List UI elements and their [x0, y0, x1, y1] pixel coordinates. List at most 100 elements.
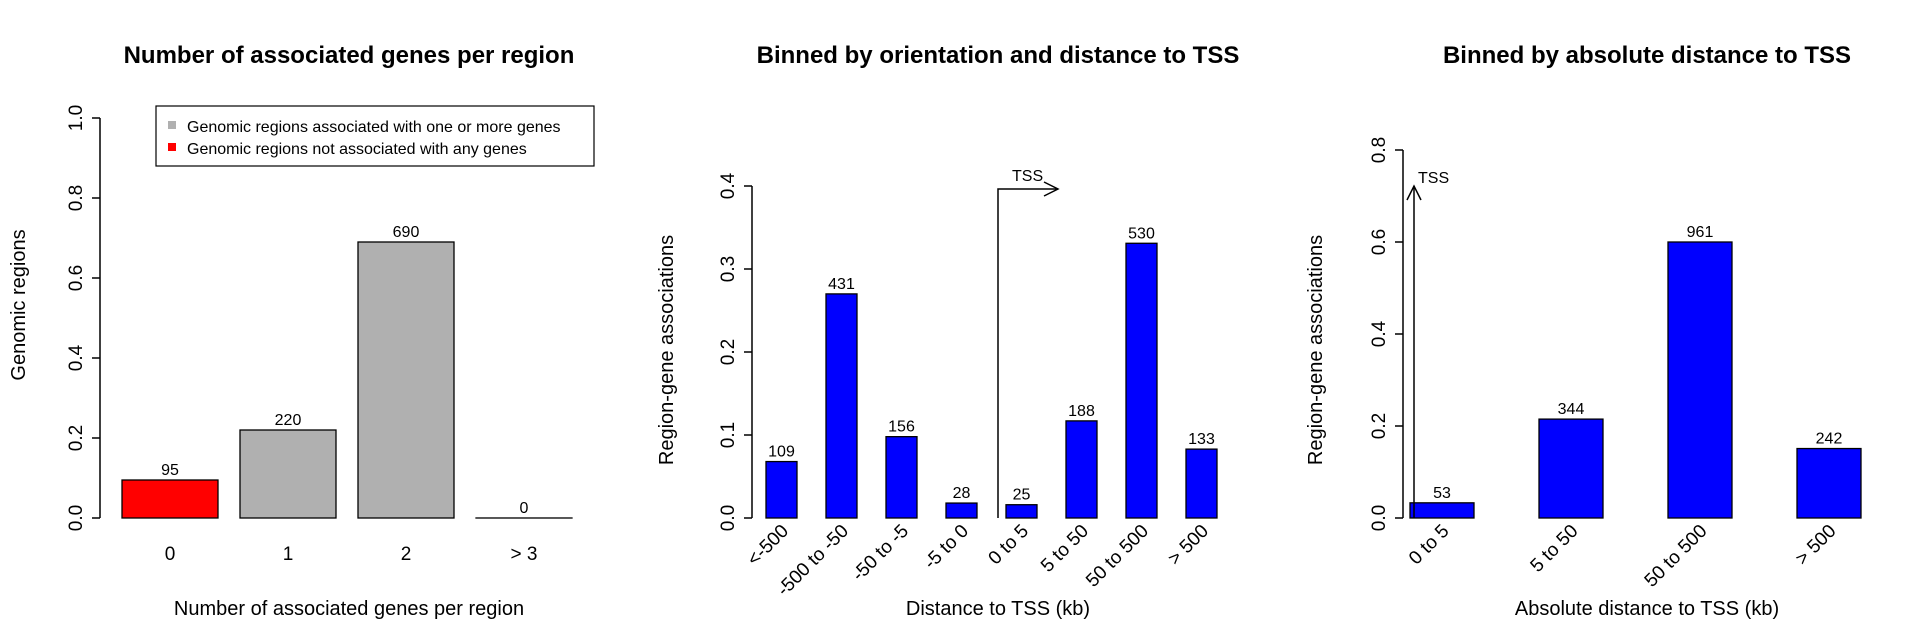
data-label-2-500: 109	[768, 444, 795, 461]
data-label-2-0-to-5: 25	[1013, 487, 1031, 504]
chart-title-2: Binned by orientation and distance to TS…	[757, 42, 1240, 69]
y-tick-label-1-2: 0.4	[66, 344, 87, 371]
x-tick-label-3-5-to-50: 5 to 50	[1527, 521, 1583, 577]
x-tick-label-2-50-to-5: -50 to -5	[848, 521, 913, 586]
bar-2-5-to-50	[1065, 420, 1098, 519]
y-tick-label-1-4: 0.8	[66, 185, 87, 211]
y-tick-label-1-5: 1.0	[66, 105, 87, 131]
y-tick-label-2-2: 0.2	[718, 339, 739, 365]
bar-2-500	[1185, 448, 1218, 519]
bar-1-0	[121, 479, 219, 519]
data-label-3-500: 242	[1816, 431, 1843, 448]
x-tick-label-1-3: > 3	[511, 544, 538, 565]
x-axis-label-1: Number of associated genes per region	[174, 598, 524, 620]
y-tick-label-2-3: 0.3	[718, 256, 739, 282]
y-axis-label-3: Region-gene associations	[1305, 235, 1327, 465]
bar-2-50-to-5	[885, 436, 918, 519]
legend-entry-not-associated: Genomic regions not associated with any …	[187, 141, 527, 158]
bar-2-500-to-50	[825, 293, 858, 519]
bar-3-0-to-5	[1409, 502, 1475, 519]
bar-1-1	[239, 429, 337, 519]
chart-title-1: Number of associated genes per region	[124, 42, 575, 69]
panel-absolute-distance: Binned by absolute distance to TSS Regio…	[1305, 42, 1862, 620]
y-tick-label-1-1: 0.2	[66, 425, 87, 451]
y-tick-label-2-1: 0.1	[718, 422, 739, 448]
data-label-2-500-to-50: 431	[828, 276, 855, 293]
legend-swatch-associated	[168, 121, 176, 129]
data-labels-3: 53 344 961 242	[1433, 224, 1842, 502]
x-tick-label-2-50-to-500: 50 to 500	[1082, 521, 1153, 592]
y-tick-label-3-3: 0.6	[1369, 229, 1390, 255]
y-ticks-3: 0.0 0.2 0.4 0.6 0.8	[1369, 137, 1403, 531]
data-labels-2: 109 431 156 28 25 188 530 133	[768, 225, 1215, 503]
x-tick-label-1-1: 1	[283, 544, 294, 565]
panel-genes-per-region: Number of associated genes per region Ge…	[8, 42, 595, 620]
bars-3	[1409, 241, 1862, 519]
bar-1-2	[357, 241, 455, 519]
data-label-1-0: 95	[161, 462, 179, 479]
data-label-2-5-to-50: 188	[1068, 403, 1095, 420]
y-tick-label-1-3: 0.6	[66, 265, 87, 291]
x-tick-labels-3: 0 to 5 5 to 50 50 to 500 > 500	[1405, 521, 1840, 592]
bar-2-0-to-5	[1005, 504, 1038, 519]
x-tick-label-1-0: 0	[165, 544, 176, 565]
y-ticks-1: 0.0 0.2 0.4 0.6 0.8 1.0	[66, 105, 100, 531]
legend-entry-associated: Genomic regions associated with one or m…	[187, 119, 561, 136]
bar-2-50-to-500	[1125, 242, 1158, 519]
x-tick-label-1-2: 2	[401, 544, 412, 565]
legend-swatch-not-associated	[168, 143, 176, 151]
chart-title-3: Binned by absolute distance to TSS	[1443, 42, 1851, 69]
data-labels-1: 95 220 690 0	[161, 224, 528, 517]
tss-label-3: TSS	[1418, 170, 1449, 187]
y-ticks-2: 0.0 0.1 0.2 0.3 0.4	[718, 172, 752, 531]
data-label-3-5-to-50: 344	[1558, 401, 1585, 418]
bar-3-5-to-50	[1538, 418, 1604, 519]
data-label-1-3: 0	[520, 500, 529, 517]
x-tick-label-2-0-to-5: 0 to 5	[985, 521, 1033, 569]
x-tick-label-2-500: <-500	[743, 521, 793, 571]
bars-2	[765, 242, 1218, 519]
y-axis-label-1: Genomic regions	[8, 229, 30, 380]
tss-label-2: TSS	[1012, 168, 1043, 185]
tss-marker-2: TSS	[997, 168, 1060, 518]
tss-arrow-head-2	[1043, 181, 1060, 197]
data-label-1-1: 220	[275, 412, 302, 429]
bar-2-5-to-0	[945, 502, 978, 519]
y-tick-label-3-2: 0.4	[1369, 320, 1390, 347]
y-tick-label-2-0: 0.0	[718, 505, 739, 531]
y-tick-label-2-4: 0.4	[718, 172, 739, 199]
data-label-1-2: 690	[393, 224, 420, 241]
x-tick-label-3-500: > 500	[1792, 521, 1841, 570]
data-label-2-500: 133	[1188, 431, 1215, 448]
x-tick-label-2-5-to-0: -5 to 0	[920, 521, 973, 574]
y-tick-label-3-1: 0.2	[1369, 413, 1390, 439]
x-tick-label-2-500: > 500	[1164, 521, 1213, 570]
y-axis-label-2: Region-gene associations	[656, 235, 678, 465]
data-label-3-0-to-5: 53	[1433, 485, 1451, 502]
x-axis-label-3: Absolute distance to TSS (kb)	[1515, 598, 1779, 620]
tss-marker-3: TSS	[1406, 170, 1449, 518]
data-label-2-5-to-0: 28	[953, 485, 971, 502]
bar-2-500	[765, 460, 798, 519]
data-label-2-50-to-500: 530	[1128, 225, 1155, 242]
data-label-2-50-to-5: 156	[888, 419, 915, 436]
y-tick-label-3-4: 0.8	[1369, 137, 1390, 163]
x-tick-label-3-0-to-5: 0 to 5	[1405, 521, 1453, 569]
y-tick-label-3-0: 0.0	[1369, 505, 1390, 531]
legend-box	[155, 105, 595, 167]
y-tick-label-1-0: 0.0	[66, 505, 87, 531]
x-axis-label-2: Distance to TSS (kb)	[906, 598, 1090, 620]
data-label-3-50-to-500: 961	[1687, 224, 1714, 241]
tss-arrow-line-2	[997, 188, 1058, 518]
x-tick-label-3-50-to-500: 50 to 500	[1641, 521, 1712, 592]
panel-orientation-distance: Binned by orientation and distance to TS…	[656, 42, 1239, 620]
bar-3-500	[1796, 447, 1862, 519]
tss-arrow-head-3	[1406, 184, 1422, 201]
x-tick-label-2-5-to-50: 5 to 50	[1037, 521, 1093, 577]
bar-3-50-to-500	[1667, 241, 1733, 519]
x-tick-labels-1: 0 1 2 > 3	[165, 544, 538, 565]
legend: Genomic regions associated with one or m…	[155, 105, 595, 167]
bars-1	[121, 241, 573, 519]
